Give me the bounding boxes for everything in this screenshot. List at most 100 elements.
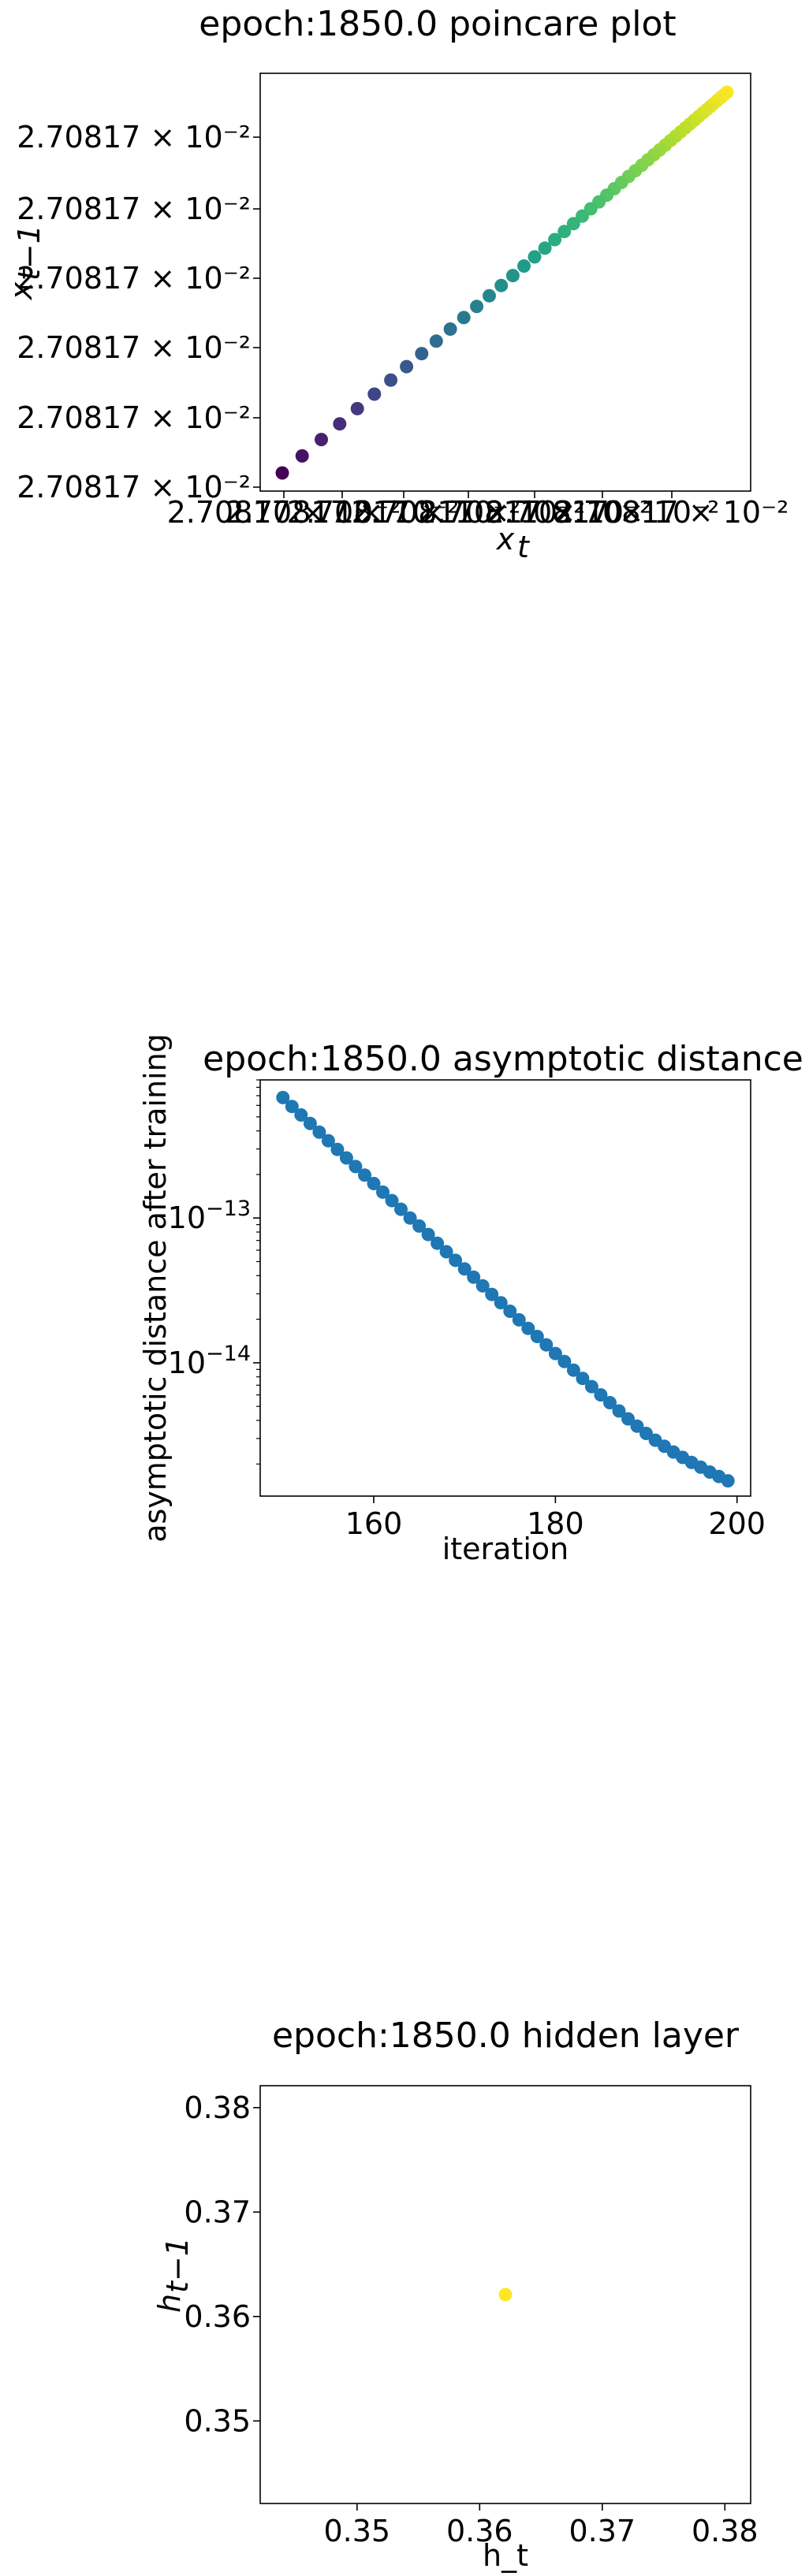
- poincare-point: [566, 217, 580, 231]
- asymptotic-point: [621, 1412, 635, 1426]
- asymptotic-point: [603, 1396, 617, 1409]
- asymptotic-point: [439, 1245, 453, 1259]
- hidden-layer-plot-frame: [259, 2085, 751, 2504]
- poincare-point: [457, 311, 471, 325]
- poincare-x-ticks: 2.70817 × 10⁻²2.70817 × 10⁻²2.70817 × 10…: [167, 491, 789, 530]
- hidden-layer-x-tick-label: 0.37: [569, 2514, 636, 2548]
- asymptotic-point: [457, 1262, 472, 1276]
- asymptotic-point: [449, 1253, 463, 1268]
- asymptotic-point: [385, 1193, 399, 1208]
- poincare-y-tick-label: 2.70817 × 10⁻²: [17, 400, 251, 435]
- poincare-x-tick-label: 2.70817 × 10⁻²: [287, 495, 521, 530]
- asymptotic-title: epoch:1850.0 asymptotic distance: [203, 1039, 803, 1079]
- asymptotic-point: [412, 1219, 427, 1233]
- poincare-x-axis-label: x t: [496, 522, 531, 564]
- poincare-x-tick-label: 2.70817 × 10⁻²: [226, 495, 460, 530]
- poincare-y-ticks: 2.70817 × 10⁻² 2.70817 × 10⁻² 2.70817 × 10…: [17, 120, 260, 504]
- poincare-x-label-sub: t: [517, 530, 531, 564]
- asymptotic-point: [557, 1354, 572, 1368]
- poincare-x-label-main: x: [496, 522, 515, 557]
- asymptotic-point: [639, 1427, 653, 1440]
- asymptotic-point: [431, 1236, 445, 1250]
- asymptotic-point: [494, 1296, 508, 1310]
- poincare-x-tick-label: 2.70817 × 10⁻²: [555, 495, 789, 530]
- asymptotic-y-tick-label: 10−13: [168, 1197, 251, 1235]
- asymptotic-point: [539, 1338, 554, 1352]
- poincare-point: [333, 417, 347, 431]
- asymptotic-point: [285, 1100, 299, 1114]
- poincare-point: [538, 241, 552, 255]
- asymptotic-x-tick-label: 160: [345, 1506, 403, 1541]
- poincare-panel: epoch:1850.0 poincare plot 2.70817 × 10⁻…: [4, 4, 788, 564]
- asymptotic-point: [376, 1185, 390, 1199]
- poincare-y-tick-label: 2.70817 × 10⁻²: [17, 192, 251, 226]
- hidden-layer-x-tick-label: 0.38: [692, 2514, 759, 2548]
- asymptotic-point: [584, 1379, 598, 1394]
- poincare-point: [367, 387, 382, 401]
- poincare-points: [275, 85, 734, 480]
- poincare-y-tick-label: 2.70817 × 10⁻²: [17, 330, 251, 365]
- asymptotic-point: [349, 1160, 363, 1174]
- poincare-x-tick-label: 2.70817 × 10⁻²: [167, 495, 401, 530]
- asymptotic-point: [576, 1372, 590, 1386]
- hidden-layer-y-tick-label: 0.36: [184, 2299, 251, 2334]
- poincare-y-tick-label: 2.70817 × 10⁻²: [17, 470, 251, 504]
- poincare-point: [295, 449, 309, 463]
- poincare-point: [576, 209, 589, 223]
- hidden-layer-title: epoch:1850.0 hidden layer: [272, 2016, 740, 2056]
- poincare-point: [483, 288, 496, 303]
- poincare-point: [548, 233, 562, 247]
- asymptotic-panel: epoch:1850.0 asymptotic distance 10−1310…: [138, 1033, 803, 1566]
- asymptotic-point: [530, 1330, 544, 1343]
- asymptotic-point: [367, 1177, 381, 1190]
- poincare-point: [429, 334, 443, 348]
- asymptotic-point: [475, 1279, 490, 1293]
- poincare-x-tick-label: 2.70817 × 10⁻²: [486, 495, 720, 530]
- poincare-y-tick-label: 2.70817 × 10⁻²: [17, 120, 251, 154]
- poincare-point: [415, 347, 429, 361]
- hidden-layer-y-axis-label: h t−1: [152, 2237, 195, 2313]
- asymptotic-point: [303, 1116, 317, 1130]
- asymptotic-point: [330, 1142, 345, 1156]
- poincare-title: epoch:1850.0 poincare plot: [199, 4, 676, 44]
- asymptotic-x-ticks: 160 180 200: [345, 1496, 766, 1541]
- asymptotic-y-ticks: 10−13 10−14: [168, 1197, 260, 1380]
- poincare-y-label-sub: t−1: [12, 225, 47, 281]
- asymptotic-point: [321, 1134, 335, 1148]
- hidden-layer-y-label-main: h: [152, 2294, 187, 2313]
- poincare-point: [494, 278, 509, 292]
- poincare-y-axis-label: x t−1: [4, 225, 47, 300]
- asymptotic-point: [358, 1168, 371, 1182]
- hidden-layer-y-label-sub: t−1: [160, 2237, 195, 2293]
- hidden-layer-y-tick-label: 0.38: [184, 2090, 251, 2125]
- asymptotic-point: [612, 1404, 626, 1418]
- hidden-layer-x-tick-label: 0.35: [323, 2514, 390, 2548]
- asymptotic-y-label: asymptotic distance after training: [138, 1033, 173, 1543]
- hidden-layer-y-ticks: 0.35 0.36 0.37 0.38: [184, 2090, 260, 2438]
- asymptotic-point: [566, 1363, 580, 1377]
- asymptotic-plot-frame: [259, 1079, 751, 1497]
- asymptotic-point: [630, 1419, 644, 1433]
- asymptotic-point: [394, 1202, 408, 1216]
- asymptotic-points: [276, 1090, 735, 1488]
- poincare-point: [443, 322, 457, 336]
- poincare-point: [384, 373, 398, 387]
- poincare-y-tick-label: 2.70817 × 10⁻²: [17, 261, 251, 296]
- poincare-point: [400, 359, 414, 374]
- hidden-layer-points: [498, 2288, 513, 2302]
- hidden-layer-x-ticks: 0.35 0.36 0.37 0.38: [323, 2503, 759, 2548]
- hidden-layer-x-label: h_t: [483, 2538, 528, 2573]
- hidden-layer-point: [498, 2288, 513, 2302]
- asymptotic-point: [485, 1287, 499, 1301]
- asymptotic-y-tick-label: 10−14: [168, 1342, 251, 1380]
- hidden-layer-y-tick-label: 0.37: [184, 2194, 251, 2229]
- poincare-point: [505, 269, 520, 283]
- hidden-layer-x-tick-label: 0.36: [446, 2514, 513, 2548]
- asymptotic-x-tick-label: 200: [708, 1506, 766, 1541]
- asymptotic-point: [467, 1270, 481, 1284]
- asymptotic-point: [276, 1090, 290, 1104]
- asymptotic-point: [312, 1125, 326, 1139]
- asymptotic-point: [594, 1388, 608, 1402]
- poincare-point: [315, 433, 328, 447]
